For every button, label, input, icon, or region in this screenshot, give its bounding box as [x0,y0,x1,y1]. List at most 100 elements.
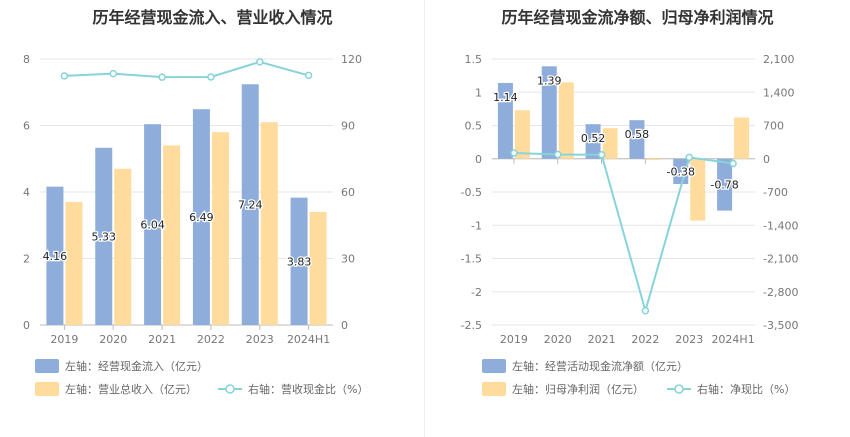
left-left-tick-label: 6 [23,120,30,133]
right-bar-primary [541,66,557,159]
left-chart-panel: 历年经营现金流入、营业收入情况 0 2 4 6 8 0 30 60 90 120 2019 2020 2… [23,8,368,396]
right-data-label: -0.38 [667,165,695,178]
right-left-tick-label: 0.5 [465,120,483,133]
right-legend-label: 左轴：经营活动现金流净额（亿元） [512,359,688,373]
right-data-label: 0.52 [581,132,606,145]
right-bar-primary [497,82,513,159]
left-bar-secondary [309,211,327,325]
right-ratio-point [641,307,650,315]
left-right-tick-label: 90 [341,120,355,133]
left-left-tick-label: 0 [23,319,30,332]
right-legend-swatch [482,359,506,373]
right-right-tick-label: -700 [763,186,788,199]
right-ratio-point [729,159,737,168]
right-x-tick-label: 2019 [500,333,528,346]
left-x-tick-label: 2019 [50,333,78,346]
right-left-tick-label: -0.5 [461,186,482,199]
right-bar-primary [717,158,733,211]
right-left-tick-label: -2.5 [461,319,482,332]
right-legend-swatch [482,382,506,396]
left-left-tick-label: 8 [23,53,30,66]
right-x-tick-label: 2023 [675,333,703,346]
right-right-tick-label: 1,400 [763,86,795,99]
right-data-label: 0.58 [625,128,650,141]
right-left-tick-label: 0 [475,153,482,166]
left-data-label: 7.24 [238,199,263,212]
right-chart-panel: 历年经营现金流净额、归母净利润情况 -2.5 -2 -1.5 -1 -0.5 0 0.5 1 1… [425,0,850,437]
right-right-tick-label: 700 [763,120,784,133]
left-legend-swatch [35,359,59,373]
left-legend-label: 左轴：经营现金流入（亿元） [65,359,208,373]
right-bar-primary [629,120,645,159]
left-legend-label: 左轴：营业总收入（亿元） [65,382,197,396]
left-chart-title: 历年经营现金流入、营业收入情况 [92,8,333,27]
left-bar-secondary [211,132,229,325]
left-right-tick-label: 0 [341,319,348,332]
left-bar-primary [144,124,162,325]
right-x-tick-label: 2024H1 [711,333,754,346]
right-bar-secondary [602,128,618,159]
right-left-tick-label: -1.5 [461,253,482,266]
right-legend-label: 左轴：归母净利润（亿元） [512,382,644,396]
right-ratio-line [513,152,734,315]
right-ratio-point [685,153,693,162]
right-left-tick-label: -1 [471,219,482,232]
right-bar-primary [673,158,689,185]
left-bar-primary [290,197,308,325]
right-bar-secondary [734,117,750,159]
right-right-tick-label: -1,400 [763,219,798,232]
left-bar-primary [241,84,259,326]
left-ratio-point [207,73,215,81]
left-bar-secondary [114,168,132,325]
left-left-tick-label: 4 [23,186,30,199]
left-data-label: 3.83 [287,255,312,268]
right-x-tick-label: 2020 [544,333,572,346]
left-x-tick-label: 2023 [246,333,274,346]
right-bar-secondary [646,158,662,161]
left-legend-swatch [35,382,59,396]
left-x-tick-label: 2022 [197,333,225,346]
left-bar-secondary [65,201,83,325]
right-data-label: 1.14 [493,91,518,104]
left-ratio-line [64,60,309,79]
left-ratio-point [60,72,69,80]
left-x-tick-label: 2020 [99,333,127,346]
right-left-tick-label: 1 [475,86,482,99]
left-bar-primary [95,147,113,325]
right-right-tick-label: -2,100 [763,253,798,266]
right-bar-secondary [690,158,706,221]
left-bar-secondary [163,145,181,325]
right-right-tick-label: -3,500 [763,319,798,332]
right-ratio-point [554,150,562,159]
left-ratio-point [109,69,117,78]
left-data-label: 6.49 [189,211,214,224]
right-legend-label: 右轴：净现比（%） [697,382,795,396]
right-chart-title: 历年经营现金流净额、归母净利润情况 [501,8,774,27]
left-right-tick-label: 60 [341,186,355,199]
right-right-tick-label: -2,800 [763,286,798,299]
left-right-tick-label: 120 [341,53,362,66]
left-x-tick-label: 2021 [148,333,176,346]
right-x-tick-label: 2022 [631,333,659,346]
left-data-label: 4.16 [43,250,68,263]
left-data-label: 5.33 [92,230,117,243]
right-right-tick-label: 0 [763,153,770,166]
left-right-tick-label: 30 [341,253,355,266]
right-ratio-point [510,149,518,157]
right-data-label: 1.39 [537,74,562,87]
left-bar-secondary [260,122,278,325]
right-left-tick-label: 1.5 [465,53,483,66]
left-data-label: 6.04 [140,219,165,232]
right-ratio-point [597,150,606,159]
right-left-tick-label: -2 [471,286,482,299]
right-bar-secondary [514,110,530,159]
right-legend-swatch-marker [674,384,684,394]
left-bar-primary [192,109,210,326]
left-bar-primary [46,186,64,325]
left-legend-label: 右轴：营收现金比（%） [248,382,368,396]
left-x-tick-label: 2024H1 [287,333,330,346]
left-ratio-point [158,73,166,81]
left-chart-svg: 0 2 4 6 8 0 30 60 90 120 2019 2020 2021 2022 2023 2024H… [23,53,368,396]
right-data-label: -0.78 [710,179,738,192]
right-right-tick-label: 2,100 [763,53,795,66]
